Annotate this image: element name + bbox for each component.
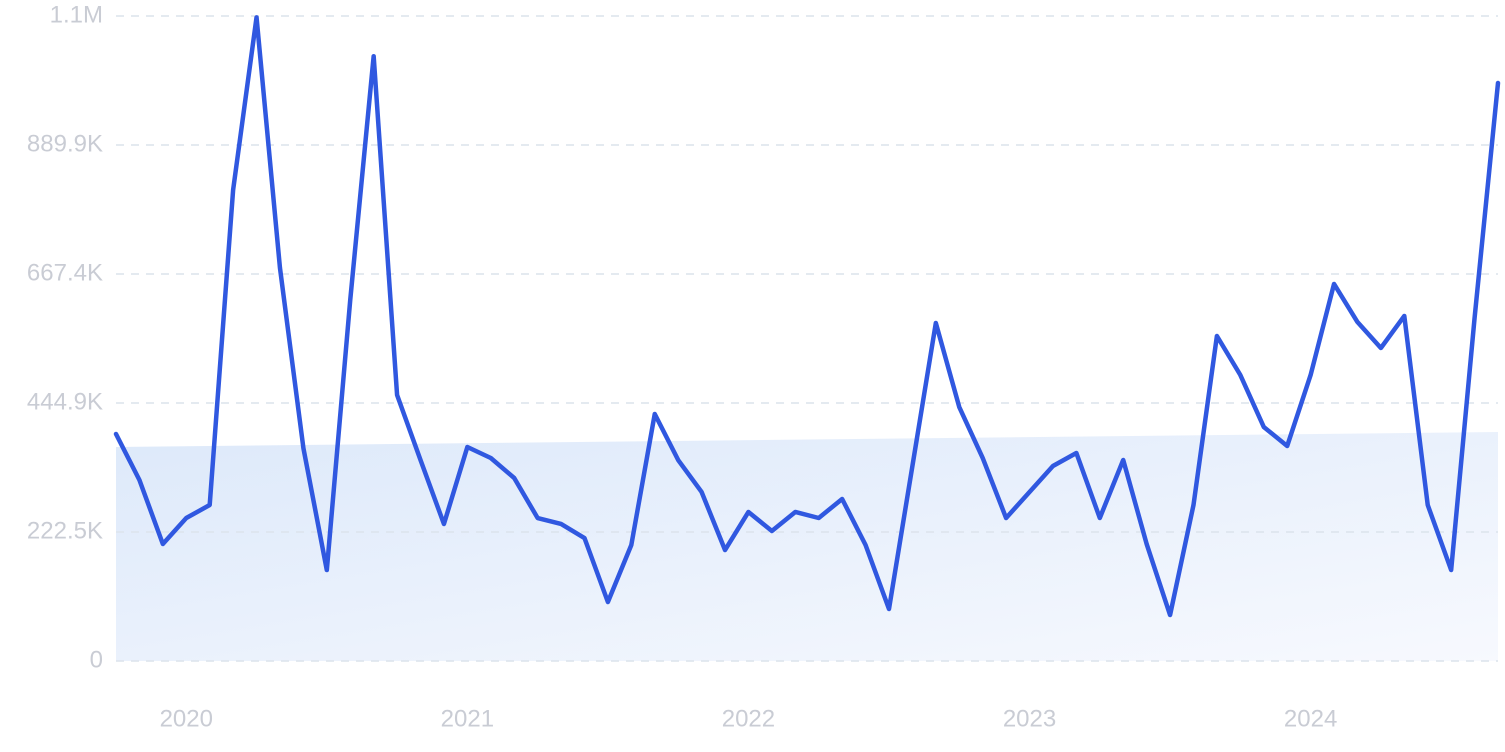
x-tick-label: 2023 (1003, 705, 1056, 732)
x-tick-label: 2022 (722, 705, 775, 732)
x-tick-label: 2021 (441, 705, 494, 732)
data-line (113, 15, 1501, 618)
x-tick-label: 2024 (1284, 705, 1337, 732)
trend-band (116, 432, 1498, 661)
y-tick-label: 0 (90, 646, 103, 673)
y-tick-label: 1.1M (50, 1, 103, 28)
x-tick-label: 2020 (160, 705, 213, 732)
y-tick-label: 667.4K (27, 259, 103, 286)
y-tick-label: 889.9K (27, 130, 103, 157)
y-tick-label: 222.5K (27, 517, 103, 544)
y-tick-label: 444.9K (27, 388, 103, 415)
